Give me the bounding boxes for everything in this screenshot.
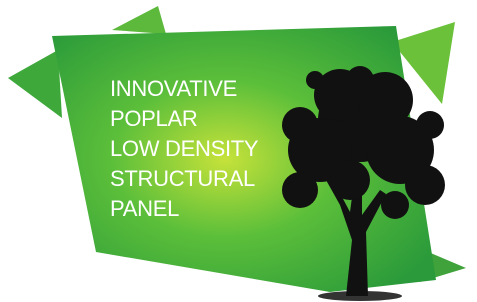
title-line: STRUCTURAL <box>110 166 255 191</box>
left-flap <box>8 50 62 118</box>
title-line: POPLAR <box>110 106 197 131</box>
logo: INNOVATIVE POPLAR LOW DENSITY STRUCTURAL PAN… <box>0 0 477 302</box>
title-line: INNOVATIVE <box>110 76 237 101</box>
title-line: LOW DENSITY <box>110 136 259 161</box>
title-line: PANEL <box>110 196 179 221</box>
top-flap <box>112 6 166 34</box>
page: INNOVATIVE POPLAR LOW DENSITY STRUCTURAL PAN… <box>0 0 477 302</box>
